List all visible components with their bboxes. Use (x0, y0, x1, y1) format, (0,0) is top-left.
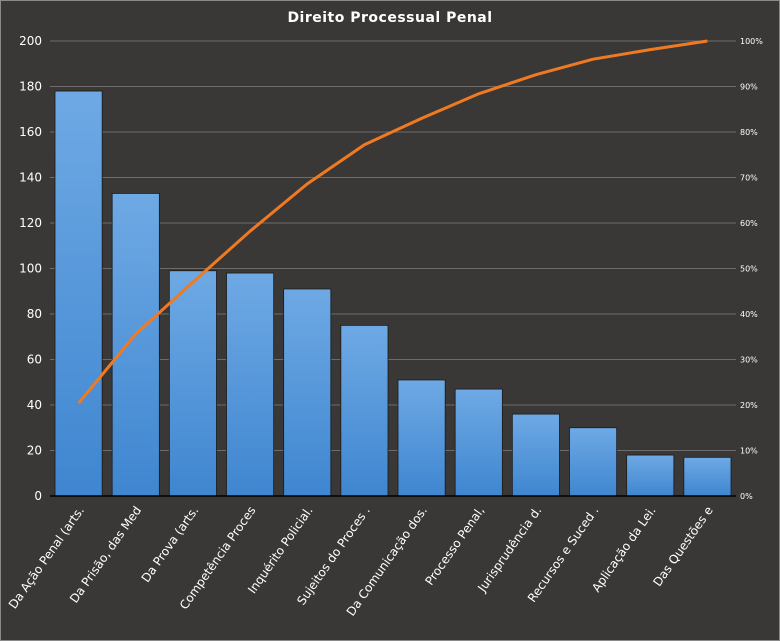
bar (454, 388, 503, 497)
y-tick-label: 20 (27, 444, 42, 458)
y-tick-label: 180 (19, 80, 42, 94)
y-tick-label: 120 (19, 216, 42, 230)
y2-tick-label: 20% (740, 401, 758, 410)
cumulative-line (77, 39, 708, 405)
y-tick-label: 40 (27, 398, 42, 412)
y-tick-label: 80 (27, 307, 42, 321)
y2-tick-label: 90% (740, 83, 758, 92)
bar (283, 288, 332, 497)
category-label: Das Questões e (650, 504, 716, 589)
y2-tick-label: 80% (740, 128, 758, 137)
bar (168, 270, 217, 497)
category-label: Da Prova (arts. (139, 504, 202, 585)
category-label: Inquérito Policial. (245, 504, 316, 597)
y-tick-label: 200 (19, 34, 42, 48)
category-label: Aplicação da Lei. (589, 504, 659, 595)
bar (683, 456, 732, 497)
y2-tick-label: 0% (740, 492, 753, 501)
y2-tick-label: 50% (740, 265, 758, 274)
bar (397, 379, 446, 497)
bar (111, 193, 160, 497)
bar (626, 454, 675, 497)
y-tick-label: 160 (19, 125, 42, 139)
y2-tick-label: 30% (740, 356, 758, 365)
chart-title: Direito Processual Penal (287, 10, 492, 26)
bar (54, 90, 103, 497)
y-tick-label: 60 (27, 353, 42, 367)
bar (511, 413, 560, 497)
y-tick-label: 100 (19, 262, 42, 276)
bar (569, 427, 618, 497)
bar (226, 272, 275, 497)
y-tick-label: 0 (34, 489, 42, 503)
category-label: Jurisprudência d. (474, 504, 544, 596)
y2-tick-label: 40% (740, 310, 758, 319)
y2-tick-label: 100% (740, 37, 763, 46)
y2-tick-label: 10% (740, 447, 758, 456)
y-tick-label: 140 (19, 171, 42, 185)
y2-tick-label: 60% (740, 219, 758, 228)
category-label: Processo Penal, (422, 504, 487, 588)
y2-tick-label: 70% (740, 174, 758, 183)
bar (340, 324, 389, 497)
